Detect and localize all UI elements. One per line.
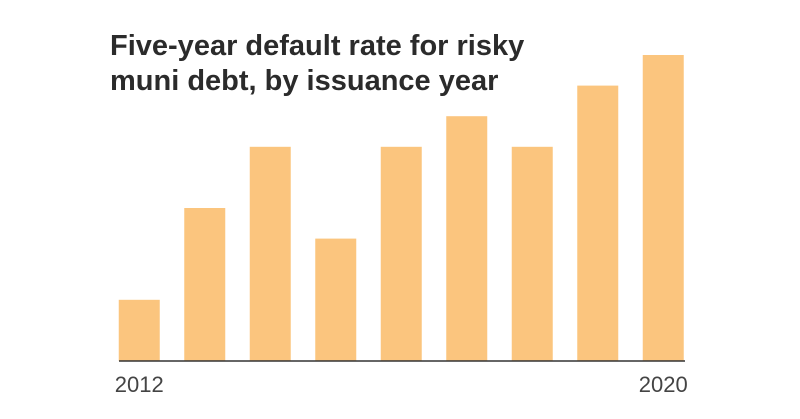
bar (315, 238, 357, 361)
x-tick-label: 2020 (639, 372, 688, 397)
bar (249, 146, 291, 361)
x-tick-label: 2012 (115, 372, 164, 397)
chart-title-line: Five-year default rate for risky (110, 30, 524, 62)
bar (380, 146, 422, 361)
bar (642, 55, 684, 361)
bar (446, 116, 488, 361)
bar (511, 146, 553, 361)
bar (118, 299, 160, 361)
chart-title-line: muni debt, by issuance year (110, 65, 498, 97)
bar (577, 85, 619, 361)
bar (184, 208, 226, 361)
